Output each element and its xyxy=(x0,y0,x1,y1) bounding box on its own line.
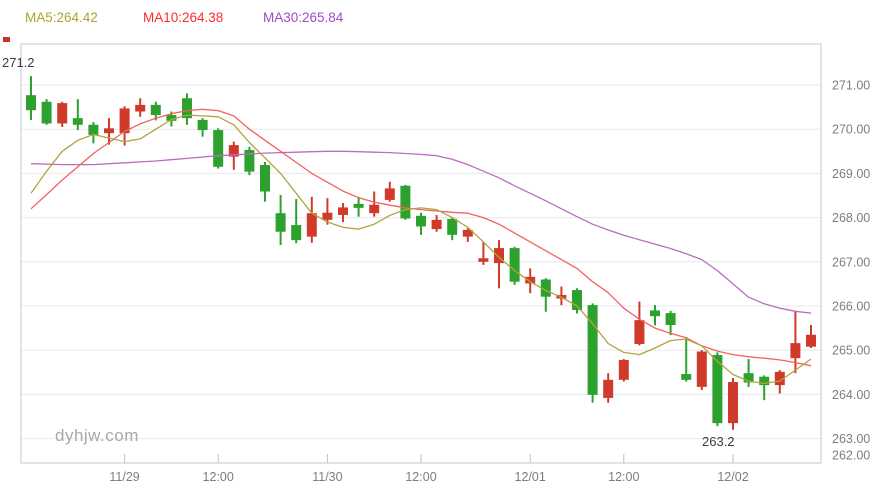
y-axis-label: 267.00 xyxy=(832,255,870,269)
candle-body-41[interactable] xyxy=(665,313,676,326)
x-axis-label: 11/30 xyxy=(312,470,342,484)
legend-ma5: MA5:264.42 xyxy=(25,10,98,25)
candle-body-13[interactable] xyxy=(228,145,239,157)
ma30-line xyxy=(30,150,812,314)
candle-body-45[interactable] xyxy=(728,382,738,424)
candle-body-44[interactable] xyxy=(712,355,723,424)
candle-body-31[interactable] xyxy=(509,248,520,282)
candle-body-40[interactable] xyxy=(650,310,660,317)
x-axis-label: 12:00 xyxy=(203,470,234,484)
y-axis-label: 266.00 xyxy=(832,300,870,314)
x-axis-label: 12/02 xyxy=(717,470,748,484)
candle-body-39[interactable] xyxy=(634,320,645,345)
candle-body-28[interactable] xyxy=(462,229,473,237)
corner-marker-icon xyxy=(3,37,10,42)
candle-body-42[interactable] xyxy=(681,374,692,380)
candle-body-8[interactable] xyxy=(150,104,161,116)
candle-body-33[interactable] xyxy=(540,279,551,297)
candle-body-24[interactable] xyxy=(400,185,411,219)
candle-body-3[interactable] xyxy=(72,118,83,125)
y-axis-label: 270.00 xyxy=(832,123,870,137)
candle-body-16[interactable] xyxy=(275,213,286,232)
y-axis-label: 264.00 xyxy=(832,388,870,402)
candle-body-37[interactable] xyxy=(603,379,614,398)
low-price-label: 263.2 xyxy=(702,433,735,449)
candle-body-38[interactable] xyxy=(618,359,629,380)
candle-body-17[interactable] xyxy=(291,225,302,241)
x-axis-label: 12:00 xyxy=(608,470,639,484)
y-axis-label: 263.00 xyxy=(832,432,870,446)
x-axis-label: 12:00 xyxy=(405,470,436,484)
candle-body-15[interactable] xyxy=(260,165,270,192)
candle-body-22[interactable] xyxy=(369,204,380,214)
watermark: dyhjw.com xyxy=(55,426,139,445)
candle-body-27[interactable] xyxy=(447,218,458,235)
candle-body-36[interactable] xyxy=(587,305,598,395)
x-axis-label: 12/01 xyxy=(515,470,546,484)
candle-body-11[interactable] xyxy=(197,119,208,131)
candle-body-25[interactable] xyxy=(416,215,426,227)
candle-body-46[interactable] xyxy=(743,373,754,383)
legend-ma30: MA30:265.84 xyxy=(263,10,344,25)
candle-body-10[interactable] xyxy=(182,98,192,119)
candle-body-23[interactable] xyxy=(384,188,395,200)
candle-body-9[interactable] xyxy=(166,115,177,121)
high-price-label: 271.2 xyxy=(2,55,35,71)
candle-body-18[interactable] xyxy=(306,213,317,237)
candle-body-43[interactable] xyxy=(696,351,707,387)
y-axis-label: 265.00 xyxy=(832,344,870,358)
candle-body-19[interactable] xyxy=(322,212,333,220)
candle-body-20[interactable] xyxy=(338,207,348,215)
candle-body-7[interactable] xyxy=(135,104,146,112)
candle-body-4[interactable] xyxy=(88,124,99,135)
candle-body-35[interactable] xyxy=(572,290,582,310)
candle-body-50[interactable] xyxy=(806,334,816,347)
ma5-line xyxy=(30,114,812,385)
candle-body-26[interactable] xyxy=(431,219,442,230)
candle-body-49[interactable] xyxy=(790,343,801,359)
candle-body-1[interactable] xyxy=(41,101,52,124)
candle-body-29[interactable] xyxy=(478,258,489,262)
ma10-line xyxy=(30,108,812,367)
candle-body-30[interactable] xyxy=(494,248,504,264)
candle-body-5[interactable] xyxy=(104,128,114,134)
x-axis-label: 11/29 xyxy=(109,470,139,484)
candle-body-47[interactable] xyxy=(759,376,770,386)
candle-body-0[interactable] xyxy=(26,95,36,111)
candle-body-32[interactable] xyxy=(525,276,536,284)
candle-body-2[interactable] xyxy=(57,103,68,124)
y-axis-label: 268.00 xyxy=(832,211,870,225)
candle-body-48[interactable] xyxy=(774,371,785,386)
y-axis-label: 262.00 xyxy=(832,449,870,463)
y-axis-label: 269.00 xyxy=(832,167,870,181)
candle-body-21[interactable] xyxy=(353,203,364,208)
candle-body-6[interactable] xyxy=(119,108,130,134)
legend-ma10: MA10:264.38 xyxy=(143,10,224,25)
candle-body-14[interactable] xyxy=(244,149,255,172)
candle-body-12[interactable] xyxy=(213,130,224,167)
y-axis-label: 271.00 xyxy=(832,79,870,93)
